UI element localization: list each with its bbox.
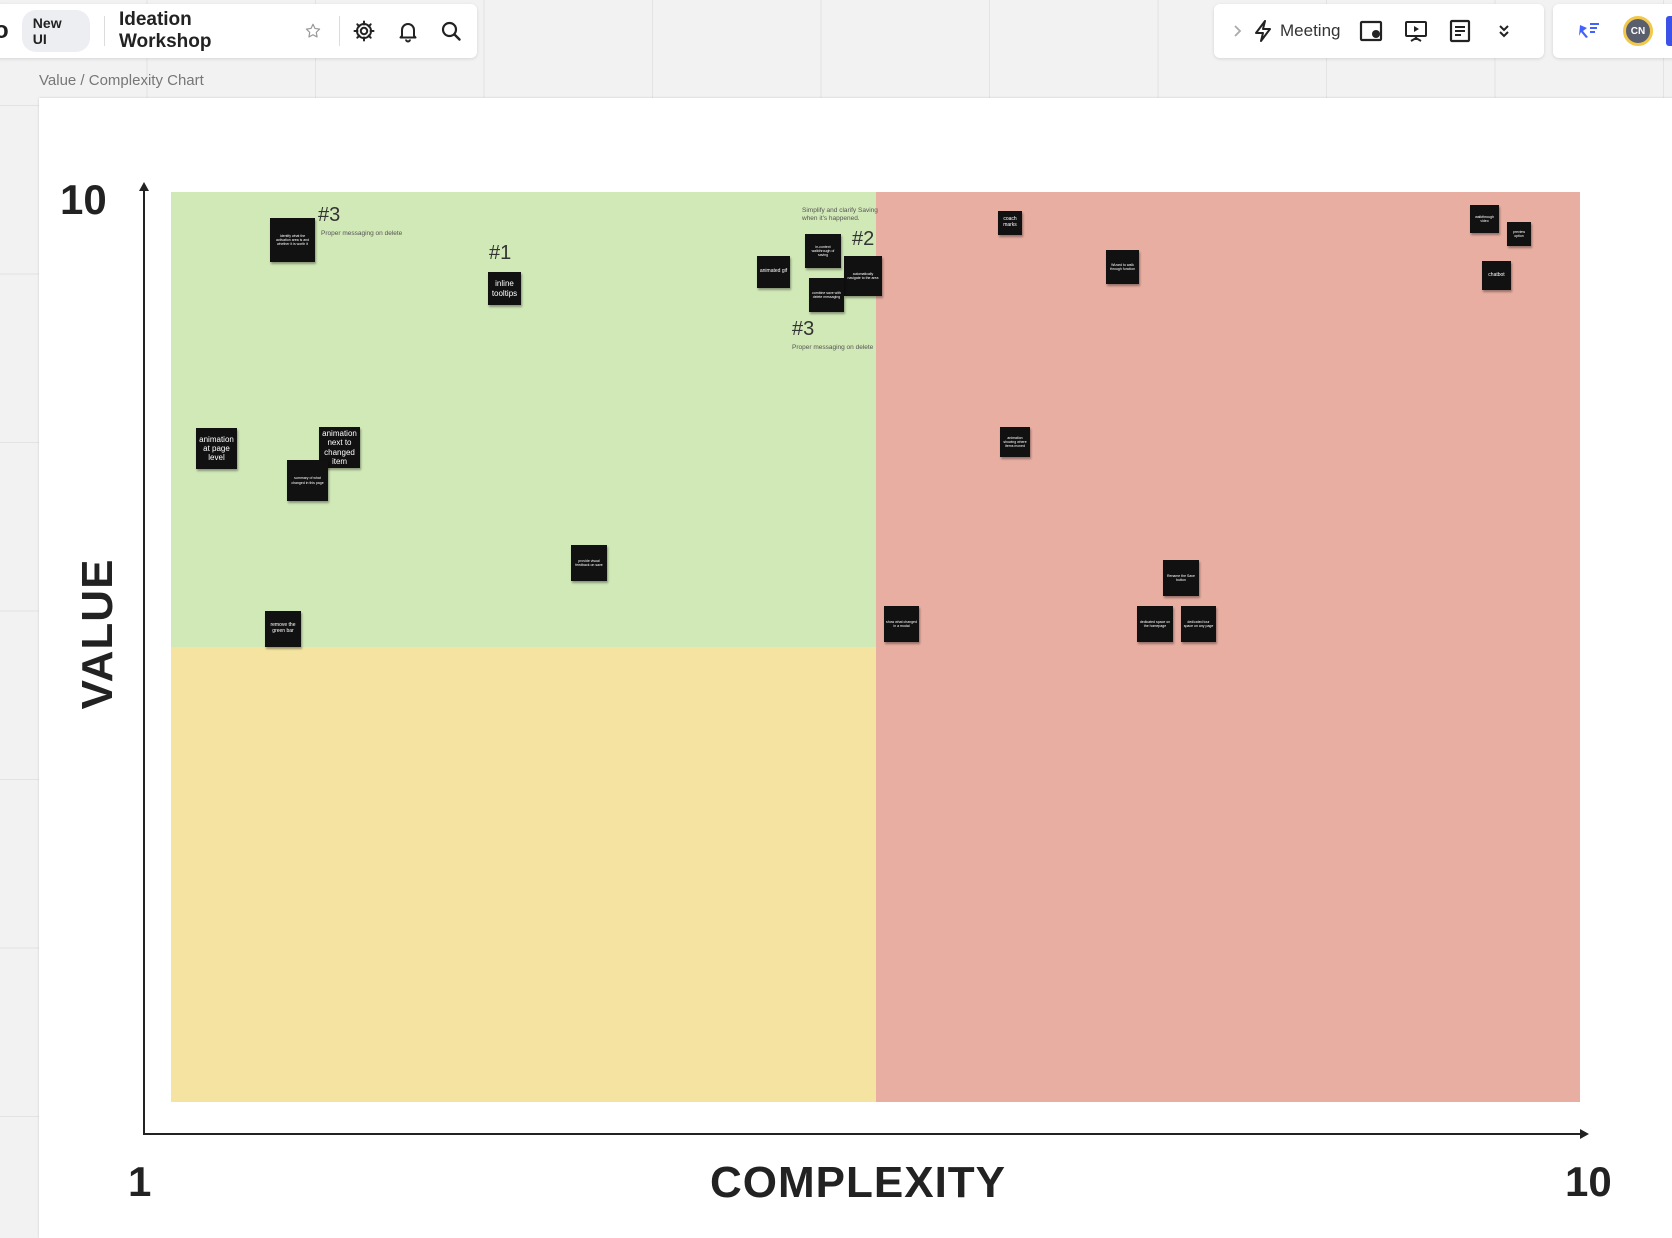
app-logo[interactable]: o	[0, 17, 9, 44]
quadrant-high-complexity	[876, 192, 1580, 1102]
sticky-note[interactable]: animation showing where items moved	[1000, 427, 1030, 457]
sticky-note[interactable]: animation at page level	[196, 428, 237, 469]
lightning-icon	[1255, 20, 1271, 42]
main-toolbar: o New UI Ideation Workshop	[0, 4, 477, 58]
text-note[interactable]: Simplify and clarify Saving when it's ha…	[802, 207, 878, 223]
sticky-note[interactable]: Wizard to walk through function	[1106, 250, 1139, 284]
text-note[interactable]: Proper messaging on delete	[792, 344, 874, 351]
x-axis-min-label: 1	[128, 1158, 152, 1205]
share-button-edge[interactable]	[1666, 16, 1672, 46]
new-ui-badge[interactable]: New UI	[21, 10, 90, 52]
sticky-note[interactable]: remove the green bar	[265, 611, 301, 647]
sticky-note[interactable]: combine save with delete messaging	[809, 278, 844, 312]
frame-title[interactable]: Value / Complexity Chart	[39, 72, 204, 89]
meeting-label: Meeting	[1280, 21, 1341, 40]
x-axis-line	[143, 1133, 1583, 1135]
sticky-note[interactable]: chatbot	[1482, 261, 1511, 290]
share-toolbar: CN	[1553, 4, 1672, 58]
star-icon[interactable]	[296, 13, 332, 49]
y-axis-max-label: 10	[60, 176, 107, 223]
divider	[339, 16, 341, 46]
search-icon[interactable]	[433, 13, 469, 49]
sticky-note[interactable]: dedicated tour space on any page	[1181, 606, 1216, 642]
bell-icon[interactable]	[390, 13, 426, 49]
rank-label[interactable]: #1	[489, 242, 512, 264]
y-axis-arrow	[139, 182, 149, 191]
gear-icon[interactable]	[346, 13, 382, 49]
sticky-note[interactable]: walkthrough video	[1470, 205, 1499, 233]
double-chevron-down-icon[interactable]	[1486, 13, 1522, 49]
sticky-timer-icon[interactable]	[1354, 13, 1390, 49]
x-axis-title: COMPLEXITY	[710, 1158, 1007, 1207]
rank-label[interactable]: #3	[792, 318, 815, 340]
x-axis-max-label: 10	[1565, 1158, 1612, 1205]
quadrant-low-value-low-complexity	[171, 647, 876, 1102]
chevron-right-icon[interactable]	[1228, 13, 1248, 49]
y-axis-title: VALUE	[73, 558, 122, 710]
collaboration-toolbar: Meeting	[1214, 4, 1544, 58]
board-title[interactable]: Ideation Workshop	[118, 9, 212, 52]
meeting-button[interactable]: Meeting	[1252, 19, 1340, 43]
sticky-note[interactable]: coach marks	[998, 211, 1022, 235]
presentation-icon[interactable]	[1398, 13, 1434, 49]
sticky-note[interactable]: animated gif	[757, 256, 790, 288]
notes-icon[interactable]	[1442, 13, 1478, 49]
avatar[interactable]: CN	[1623, 16, 1653, 46]
reactions-icon[interactable]	[1571, 13, 1607, 49]
sticky-note[interactable]: summary of what changed in this page	[287, 460, 328, 501]
rank-label[interactable]: #3	[318, 204, 341, 226]
divider	[103, 16, 105, 46]
sticky-note[interactable]: inline tooltips	[488, 272, 521, 305]
sticky-note[interactable]: Rename the Save button	[1163, 560, 1199, 596]
sticky-note[interactable]: automatically navigate to the area	[844, 256, 882, 296]
sticky-note[interactable]: show what changed in a modal	[884, 606, 919, 642]
y-axis-line	[143, 186, 145, 1134]
rank-label[interactable]: #2	[852, 228, 875, 250]
sticky-note[interactable]: dedicated space on the homepage	[1137, 606, 1173, 642]
sticky-note[interactable]: provide visual feedback on save	[571, 545, 607, 581]
sticky-note[interactable]: Identify what the activation area is and…	[270, 218, 315, 262]
sticky-note[interactable]: preview option	[1507, 222, 1531, 246]
sticky-note[interactable]: in-context walkthrough of saving	[805, 234, 841, 268]
x-axis-arrow	[1580, 1129, 1589, 1139]
text-note[interactable]: Proper messaging on delete	[321, 230, 403, 237]
